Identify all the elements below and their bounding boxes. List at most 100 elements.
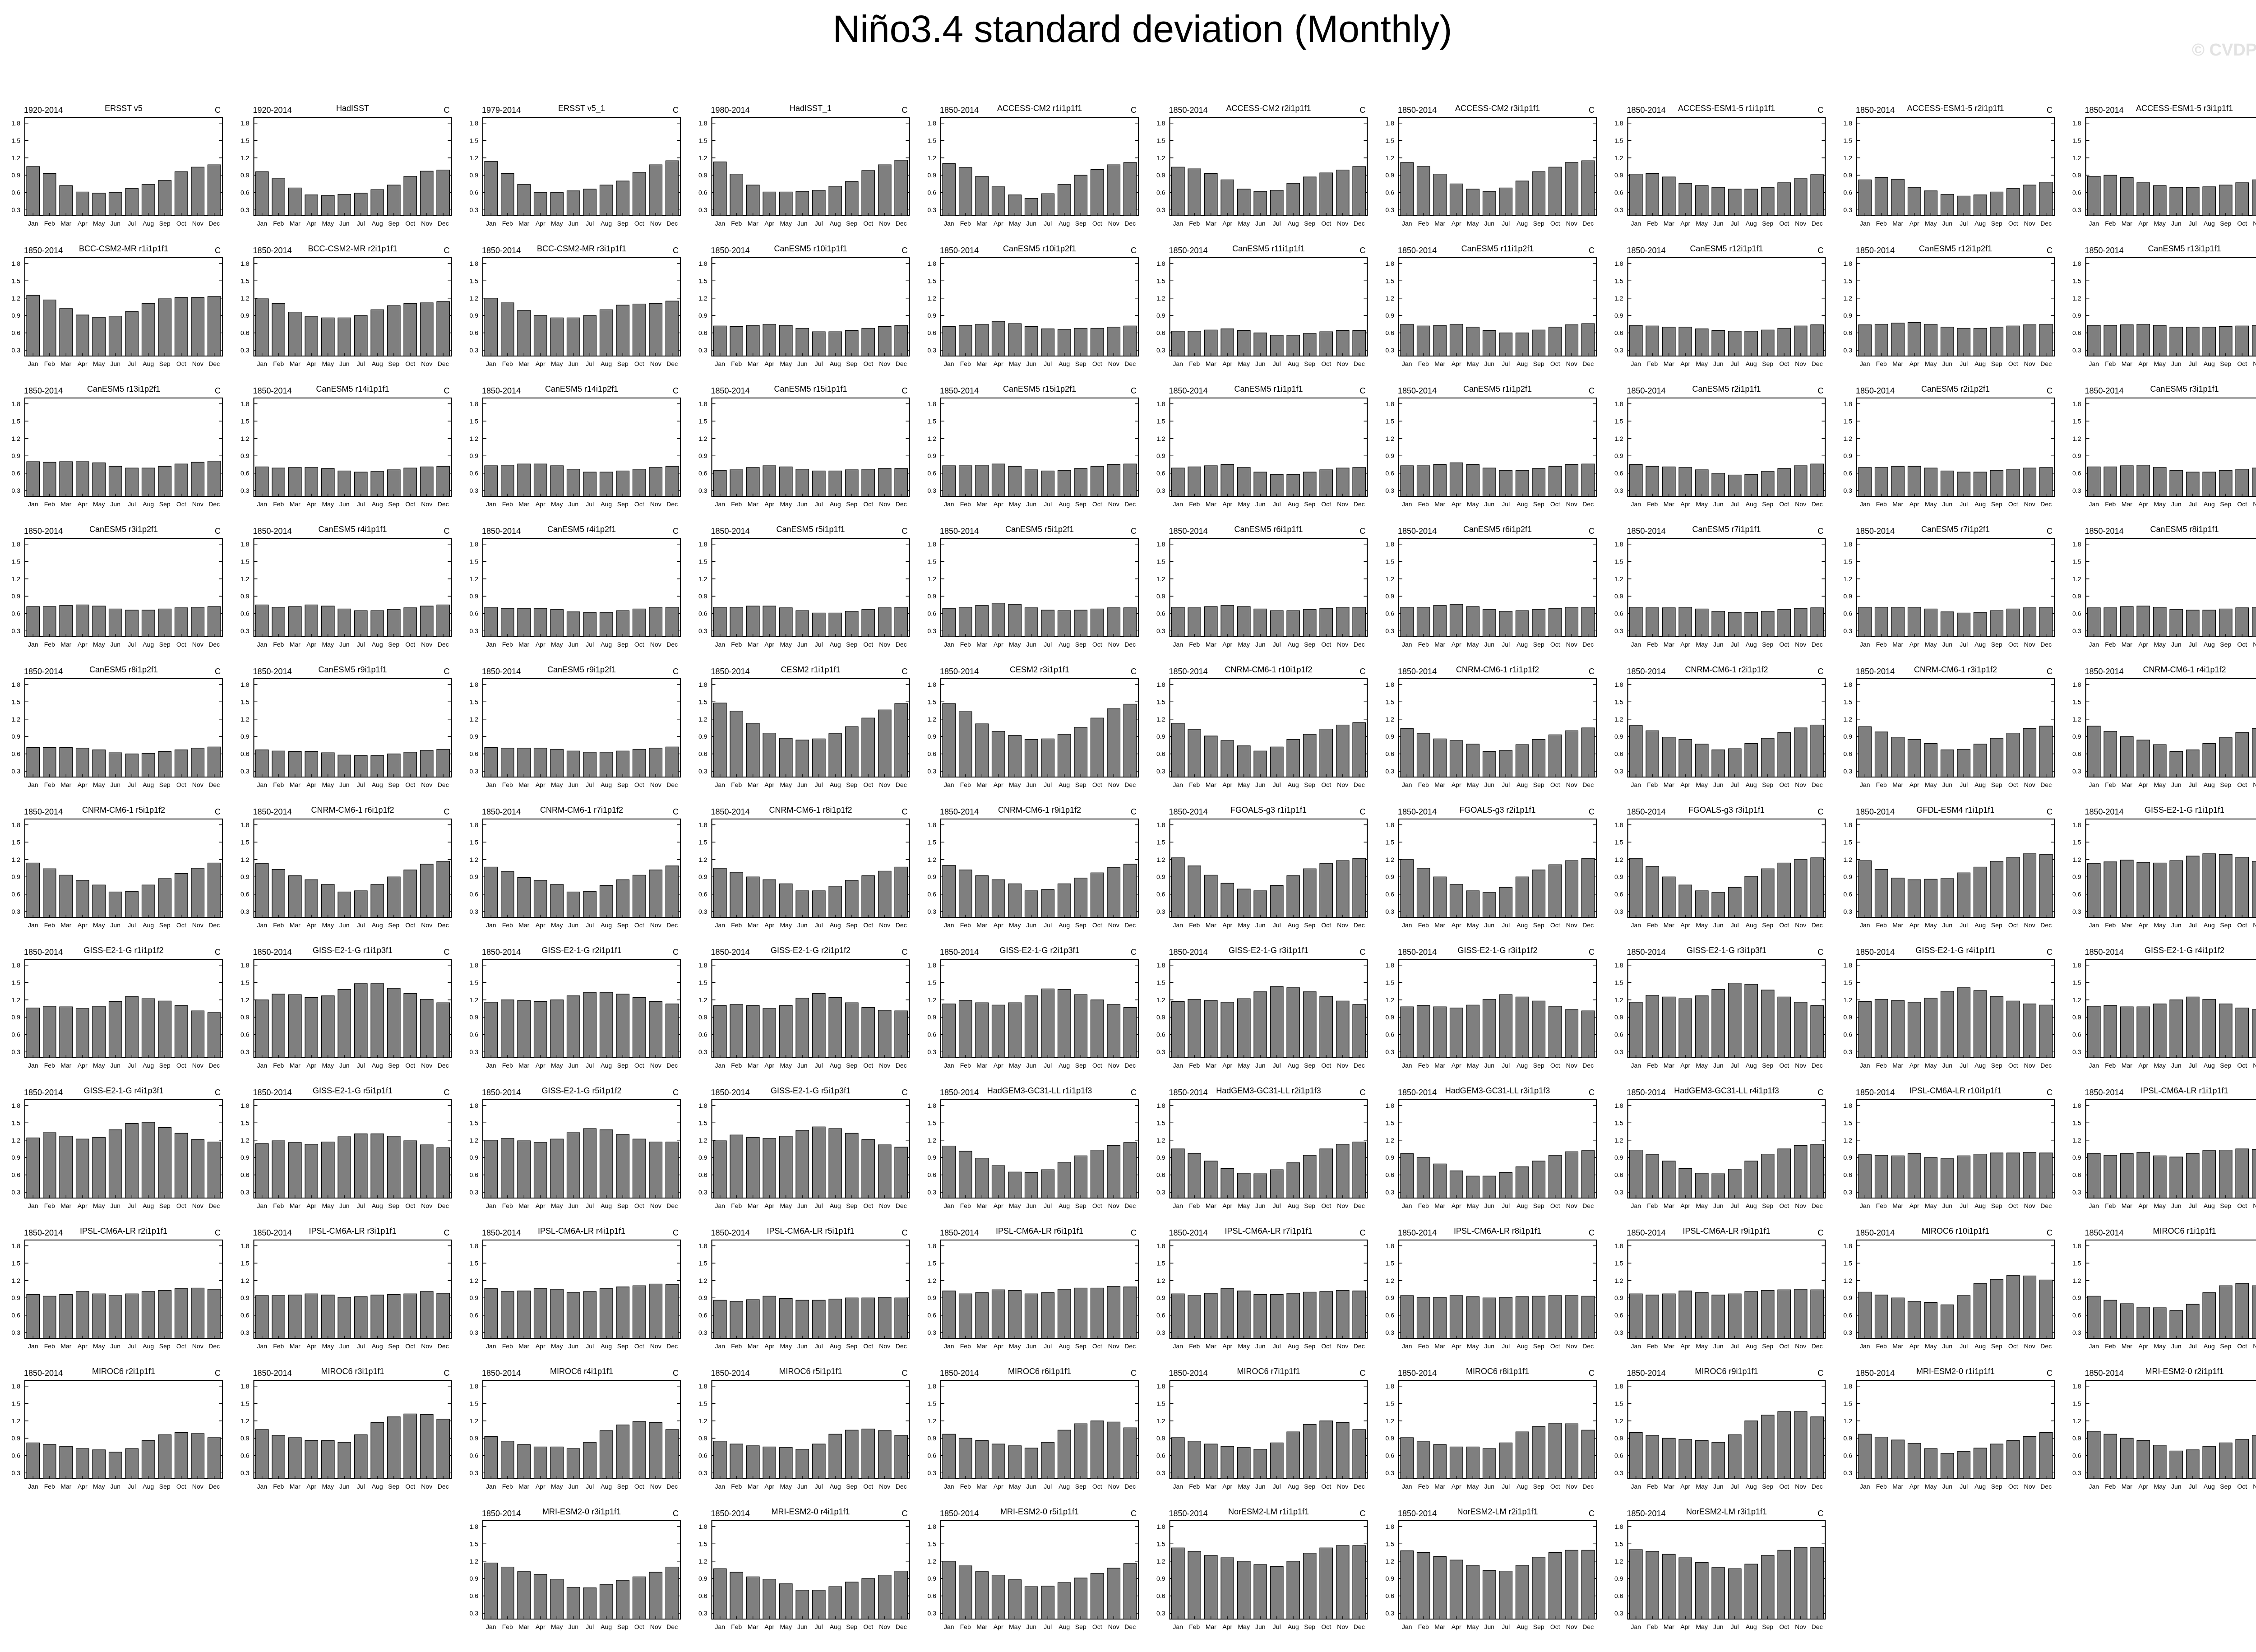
x-tick-label: Apr — [764, 220, 774, 227]
bar — [1286, 335, 1300, 356]
bar — [894, 468, 908, 497]
bar — [2039, 606, 2053, 637]
x-tick-label: Jun — [568, 641, 578, 648]
panel-unit: C — [1589, 1088, 1595, 1097]
bar — [2169, 327, 2183, 356]
y-tick-label: 0.6 — [1614, 891, 1623, 898]
panel-frame — [24, 117, 223, 216]
y-tick-label: 0.6 — [698, 1312, 707, 1319]
y-tick-label: 0.9 — [1844, 1154, 1853, 1161]
bar — [583, 189, 597, 216]
bar — [370, 1134, 384, 1199]
y-tick-label: 1.2 — [1156, 154, 1165, 162]
y-tick-label: 1.2 — [1844, 575, 1853, 583]
x-tick-label: Jul — [815, 220, 823, 227]
bar — [894, 866, 908, 918]
x-tick-label: May — [93, 500, 105, 508]
y-tick-label: 0.3 — [1156, 1189, 1165, 1196]
x-tick-label: Oct — [1321, 641, 1331, 648]
panel-period: 1850-2014 — [253, 1088, 292, 1097]
panel-frame — [482, 1240, 681, 1339]
x-tick-label: Mar — [1892, 500, 1903, 508]
x-tick-label: Mar — [1664, 921, 1674, 929]
x-tick-label: Jan — [257, 781, 267, 788]
bar — [321, 468, 335, 497]
bar — [255, 863, 269, 918]
bar — [1319, 608, 1333, 637]
panel-title: CanESM5 r7i1p2f1 — [1921, 525, 1990, 534]
x-tick-label: Oct — [405, 1342, 415, 1350]
x-tick-label: Jun — [1713, 500, 1724, 508]
bar — [125, 1123, 139, 1199]
panel-period: 1920-2014 — [253, 106, 292, 115]
y-tick-label: 1.8 — [1156, 1102, 1165, 1109]
x-tick-label: Oct — [634, 781, 644, 788]
panel-period: 1850-2014 — [1627, 1088, 1666, 1097]
x-tick-label: Nov — [1337, 500, 1348, 508]
y-tick-label: 1.2 — [2072, 435, 2081, 442]
x-tick-label: May — [1009, 1202, 1021, 1209]
x-tick-label: Aug — [1516, 220, 1528, 227]
bar — [632, 875, 646, 918]
y-tick-label: 1.8 — [1156, 821, 1165, 828]
panel-title: CanESM5 r12i1p1f1 — [1690, 244, 1763, 253]
bar — [1270, 474, 1284, 497]
x-tick-label: May — [1925, 781, 1937, 788]
bar — [958, 1151, 972, 1199]
x-tick-label: May — [1467, 1062, 1479, 1069]
x-tick-label: Apr — [2138, 921, 2148, 929]
bar — [779, 607, 793, 637]
x-tick-label: Feb — [1876, 1202, 1887, 1209]
panel-title: GISS-E2-1-G r3i1p1f1 — [1229, 946, 1308, 955]
x-tick-label: Jun — [339, 921, 350, 929]
x-tick-label: Dec — [208, 1202, 220, 1209]
y-tick-label: 0.3 — [2072, 487, 2081, 494]
x-tick-label: Feb — [44, 1202, 55, 1209]
y-tick-label: 1.2 — [240, 575, 250, 583]
bar — [1057, 884, 1071, 918]
bar — [1041, 610, 1055, 637]
x-tick-label: Aug — [1516, 500, 1528, 508]
bar — [1973, 866, 1987, 918]
x-tick-label: Oct — [634, 641, 644, 648]
y-tick-label: 0.3 — [1386, 206, 1395, 213]
y-tick-label: 1.5 — [698, 558, 707, 565]
x-tick-label: Mar — [1892, 1062, 1903, 1069]
x-tick-label: Sep — [1762, 1202, 1773, 1209]
bar — [1400, 162, 1414, 216]
panel: 1850-2014 CESM2 r1i1p1f1 C1.81.51.20.90.60… — [698, 665, 910, 788]
y-tick-label: 1.2 — [1156, 856, 1165, 863]
x-tick-label: Sep — [1991, 220, 2002, 227]
x-tick-label: Jul — [815, 781, 823, 788]
bar — [812, 1126, 826, 1199]
panel-frame — [253, 117, 452, 216]
x-tick-label: May — [1238, 781, 1250, 788]
panel-unit: C — [215, 106, 221, 115]
y-tick-label: 0.6 — [698, 750, 707, 758]
x-tick-label: Jun — [110, 220, 120, 227]
panel-period: 1850-2014 — [1856, 386, 1895, 395]
x-tick-label: Apr — [994, 220, 1003, 227]
y-tick-label: 1.2 — [698, 996, 707, 1004]
y-tick-label: 1.2 — [1386, 716, 1395, 723]
x-tick-label: Apr — [1222, 360, 1232, 367]
bar — [763, 465, 777, 497]
x-tick-label: Jun — [1484, 1202, 1494, 1209]
bar — [1678, 467, 1692, 497]
panel: 1850-2014 CNRM-CM6-1 r2i1p1f2 C1.81.51.20.… — [1614, 665, 1826, 788]
bar — [337, 1297, 351, 1339]
x-tick-label: Jun — [1026, 220, 1036, 227]
bar — [337, 317, 351, 356]
x-tick-label: Nov — [1566, 921, 1577, 929]
bar — [746, 467, 760, 497]
bar — [1008, 323, 1022, 356]
bar — [958, 465, 972, 497]
bar — [828, 470, 842, 497]
panel: 1850-2014 CNRM-CM6-1 r5i1p1f2 C1.81.51.20.… — [12, 805, 223, 929]
bar — [533, 315, 547, 356]
bar — [713, 470, 727, 497]
y-tick-label: 1.5 — [240, 277, 250, 284]
y-tick-label: 1.2 — [698, 295, 707, 302]
bar — [713, 1300, 727, 1339]
panel-title: CanESM5 r2i1p1f1 — [1692, 384, 1761, 393]
